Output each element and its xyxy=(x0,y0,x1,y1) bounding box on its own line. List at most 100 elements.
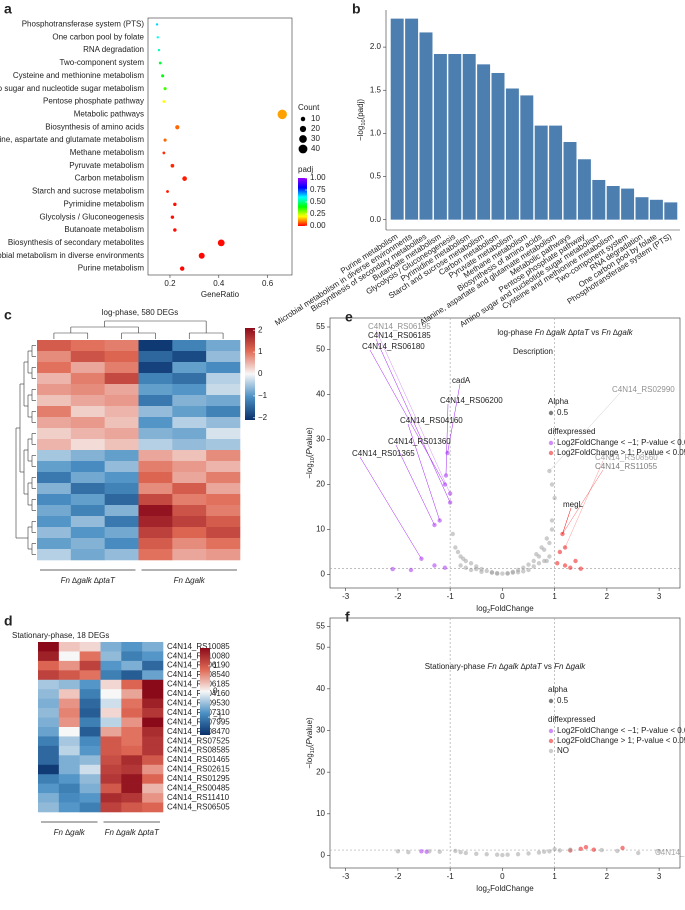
heatmap-cell xyxy=(70,450,105,462)
heatmap-cell xyxy=(79,689,101,699)
text-part: 10 xyxy=(361,119,367,125)
heatmap-cell xyxy=(142,736,164,747)
row-label: C4N14_RS10080 xyxy=(167,651,230,660)
heatmap-cell xyxy=(104,516,139,528)
point xyxy=(547,540,552,546)
dot xyxy=(277,109,287,120)
category-label: RNA degradation xyxy=(83,45,144,54)
point xyxy=(390,566,395,572)
y-axis-label: −log10(Pvalue) xyxy=(305,717,316,769)
heatmap-cell xyxy=(100,793,122,803)
text-part: Fn ∆galk ∆ptaT xyxy=(535,328,590,337)
y-tick-label: 50 xyxy=(316,345,325,354)
chart-title: Stationary-phase Fn ∆galk ∆ptaT vs Fn ∆g… xyxy=(425,662,587,671)
heatmap-cell xyxy=(38,764,60,775)
y-axis-label: −log10(Pvalue) xyxy=(305,427,316,479)
heatmap-cell xyxy=(138,428,173,440)
heatmap-cell xyxy=(58,698,80,709)
heatmap-cell xyxy=(138,527,173,539)
heatmap-cell xyxy=(58,764,80,775)
point xyxy=(432,563,437,568)
point xyxy=(408,567,414,573)
colorbar xyxy=(245,328,255,420)
x-tick-label: 1 xyxy=(552,872,557,881)
heatmap-cell xyxy=(121,774,143,784)
heatmap-cell xyxy=(206,351,241,363)
panel-letter: d xyxy=(4,613,13,629)
heatmap-cell xyxy=(70,340,105,352)
point xyxy=(549,527,555,532)
heatmap-cell xyxy=(37,417,72,429)
point xyxy=(484,852,489,857)
heatmap-title: log-phase, 580 DEGs xyxy=(102,308,179,317)
dot xyxy=(175,125,180,130)
bar xyxy=(563,142,577,220)
heatmap-cell xyxy=(104,395,139,407)
x-tick-label: 0.2 xyxy=(164,279,176,288)
heatmap-cell xyxy=(58,774,80,784)
category-label: Carbon metabolism xyxy=(75,174,145,183)
point xyxy=(505,852,510,857)
text-part: 2 xyxy=(487,889,490,895)
heatmap-cell xyxy=(172,505,207,517)
heatmap-cell xyxy=(38,651,60,662)
annotation: C4N14_RS06185 xyxy=(368,331,431,340)
heatmap-cell xyxy=(79,745,101,756)
bar xyxy=(433,54,447,220)
heatmap-cell xyxy=(104,505,139,517)
dot xyxy=(170,215,175,219)
heatmap-cell xyxy=(79,764,101,775)
heatmap-cell xyxy=(70,362,105,374)
point xyxy=(552,495,557,501)
heatmap-cell xyxy=(100,783,122,794)
plot-frame xyxy=(329,617,681,869)
heatmap-title: Stationary-phase, 18 DEGs xyxy=(12,631,109,640)
colorbar-tick-label: 0.50 xyxy=(310,197,326,206)
point xyxy=(534,552,539,557)
annotation-leader xyxy=(375,329,451,494)
heatmap-cell xyxy=(37,494,72,506)
heatmap-cell xyxy=(79,679,101,690)
x-tick-label: -1 xyxy=(447,592,455,601)
x-tick-label: -3 xyxy=(342,872,350,881)
row-label: C4N14_RS09530 xyxy=(167,698,230,707)
dot xyxy=(156,36,159,39)
heatmap-cell xyxy=(142,793,164,803)
heatmap-cell xyxy=(58,660,80,671)
heatmap-cell xyxy=(206,483,241,495)
bar xyxy=(664,202,678,220)
heatmap-cell xyxy=(121,660,143,671)
heatmap-cell xyxy=(38,774,60,784)
size-legend-dot xyxy=(298,144,308,154)
dot xyxy=(155,23,159,26)
heatmap-cell xyxy=(37,538,72,550)
heatmap-cell xyxy=(100,651,122,662)
text-part: value) xyxy=(305,717,314,739)
bar xyxy=(448,54,462,220)
panel-letter: e xyxy=(345,309,353,325)
legend-label: NO xyxy=(557,746,569,755)
category-label: Biosynthesis of amino acids xyxy=(45,122,144,131)
heatmap-cell xyxy=(138,505,173,517)
legend-title: diffexpressed xyxy=(548,715,595,724)
legend-label: Log2FoldChange < −1; P-value < 0.05 xyxy=(557,726,685,735)
dot xyxy=(170,163,175,168)
y-tick-label: 1.5 xyxy=(370,85,382,94)
heatmap-cell xyxy=(172,439,207,451)
heatmap-cell xyxy=(37,384,72,396)
legend-swatch xyxy=(548,728,554,734)
bar xyxy=(592,179,606,220)
point xyxy=(591,847,597,852)
colorbar-tick-label: 0.25 xyxy=(310,209,326,218)
x-tick-label: 0.4 xyxy=(213,279,225,288)
point xyxy=(494,852,500,857)
annotation-leader xyxy=(658,851,664,857)
dot xyxy=(173,228,177,232)
y-tick-label: 55 xyxy=(316,621,325,630)
heatmap-cell xyxy=(100,802,122,813)
y-tick-label: 20 xyxy=(316,767,325,776)
text-part: value) xyxy=(305,427,314,449)
bar xyxy=(390,18,404,220)
point xyxy=(526,851,531,856)
point xyxy=(583,844,589,850)
